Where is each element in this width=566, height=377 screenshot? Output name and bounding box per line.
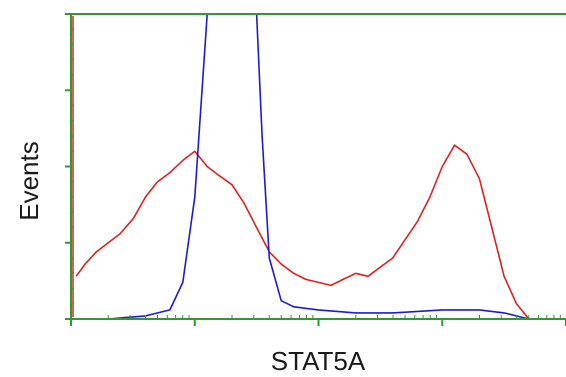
series-line-1 [76, 13, 530, 320]
y-axis-label: Events [14, 141, 44, 221]
series-line-0 [75, 144, 530, 320]
x-axis-label: STAT5A [271, 346, 366, 376]
axes [65, 13, 566, 326]
plot-area [75, 13, 530, 320]
